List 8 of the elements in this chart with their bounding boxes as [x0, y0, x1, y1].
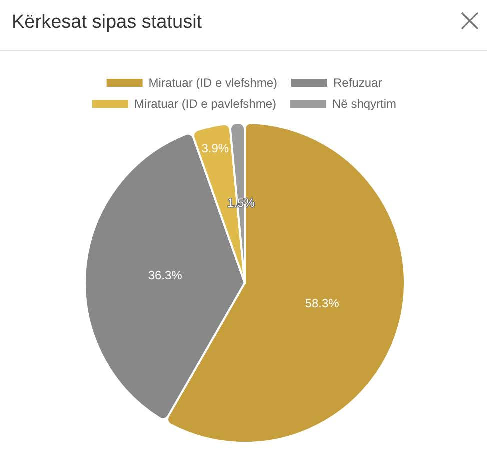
legend-label: Miratuar (ID e pavlefshme) — [134, 97, 277, 111]
chart-title: Kërkesat sipas statusit — [12, 12, 202, 34]
legend-label: Miratuar (ID e vlefshme) — [148, 76, 278, 90]
data-label: 58.3% — [305, 296, 340, 311]
data-label: 36.3% — [148, 268, 183, 283]
legend-label: Në shqyrtim — [332, 97, 397, 111]
data-label: 3.9% — [202, 142, 230, 156]
legend-label: Refuzuar — [334, 76, 382, 90]
